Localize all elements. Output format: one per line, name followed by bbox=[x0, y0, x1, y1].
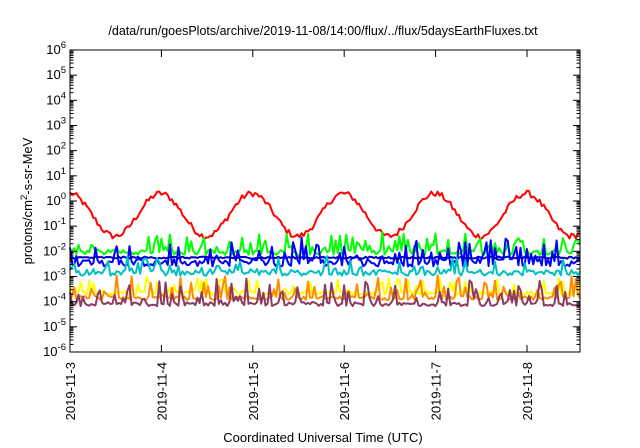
x-axis: 2019-11-3 2019-11-4 2019-11-5 2019-11-6 2019… bbox=[63, 50, 535, 420]
x-tick-label: 2019-11-5 bbox=[246, 362, 261, 420]
y-axis-label: protons/cm2-s-sr-MeV bbox=[19, 137, 35, 264]
y-tick-label: 105 bbox=[46, 65, 66, 82]
series-layer bbox=[69, 189, 581, 308]
y-tick-label: 10-2 bbox=[43, 241, 66, 258]
y-tick-label: 106 bbox=[46, 40, 66, 57]
y-tick-label: 10-4 bbox=[43, 292, 66, 309]
y-tick-label: 101 bbox=[46, 166, 66, 183]
x-tick-label: 2019-11-4 bbox=[154, 362, 169, 420]
series-line bbox=[69, 255, 581, 260]
series-line bbox=[69, 231, 581, 257]
y-axis: 10-6 10-5 10-4 10-3 10-2 10-1 100 101 102 103 104 1… bbox=[43, 40, 580, 359]
x-tick-label: 2019-11-3 bbox=[63, 362, 78, 420]
y-tick-label: 102 bbox=[46, 141, 66, 158]
x-tick-label: 2019-11-8 bbox=[520, 362, 535, 420]
y-tick-label: 10-6 bbox=[43, 342, 66, 359]
series-line bbox=[70, 274, 581, 301]
x-tick-label: 2019-11-7 bbox=[429, 362, 444, 420]
y-tick-label: 100 bbox=[46, 191, 66, 208]
series-line bbox=[69, 255, 581, 277]
series-line bbox=[69, 189, 581, 241]
y-tick-label: 10-5 bbox=[43, 317, 66, 334]
y-tick-label: 10-3 bbox=[43, 267, 66, 284]
y-tick-label: 10-1 bbox=[43, 216, 66, 233]
x-axis-label: Coordinated Universal Time (UTC) bbox=[223, 430, 422, 445]
x-tick-label: 2019-11-6 bbox=[337, 362, 352, 420]
y-tick-label: 104 bbox=[46, 90, 66, 107]
chart-title: /data/run/goesPlots/archive/2019-11-08/1… bbox=[108, 24, 538, 38]
y-tick-label: 103 bbox=[46, 116, 66, 133]
series-line bbox=[69, 277, 581, 308]
